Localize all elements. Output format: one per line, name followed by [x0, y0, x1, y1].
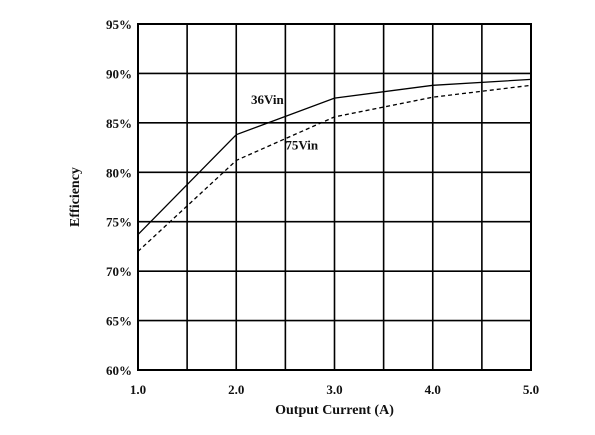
y-tick-label: 90% — [106, 66, 132, 81]
x-tick-label: 2.0 — [228, 382, 244, 397]
y-tick-label: 75% — [106, 215, 132, 230]
series-line-75Vin — [137, 84, 532, 252]
series-annotations: 36Vin 75Vin — [251, 92, 319, 152]
y-tick-label: 85% — [106, 116, 132, 131]
y-tick-label: 80% — [106, 165, 132, 180]
y-axis-title: Efficiency — [68, 167, 83, 227]
series-label-36Vin: 36Vin — [251, 92, 285, 107]
series-lines — [137, 78, 532, 252]
plot-frame — [137, 23, 532, 371]
y-tick-labels: 60% 65% 70% 75% 80% 85% 90% 95% — [106, 17, 132, 378]
x-tick-label: 4.0 — [425, 382, 441, 397]
x-tick-label: 5.0 — [523, 382, 539, 397]
x-tick-labels: 1.0 2.0 3.0 4.0 5.0 — [130, 382, 539, 397]
x-axis-title: Output Current (A) — [275, 403, 394, 418]
series-label-75Vin: 75Vin — [285, 138, 319, 153]
y-tick-label: 60% — [106, 363, 132, 378]
series-line-36Vin — [137, 78, 532, 236]
x-tick-label: 3.0 — [326, 382, 342, 397]
x-tick-label: 1.0 — [130, 382, 146, 397]
y-tick-label: 95% — [106, 17, 132, 32]
grid — [137, 23, 532, 371]
y-tick-label: 70% — [106, 264, 132, 279]
y-tick-label: 65% — [106, 314, 132, 329]
